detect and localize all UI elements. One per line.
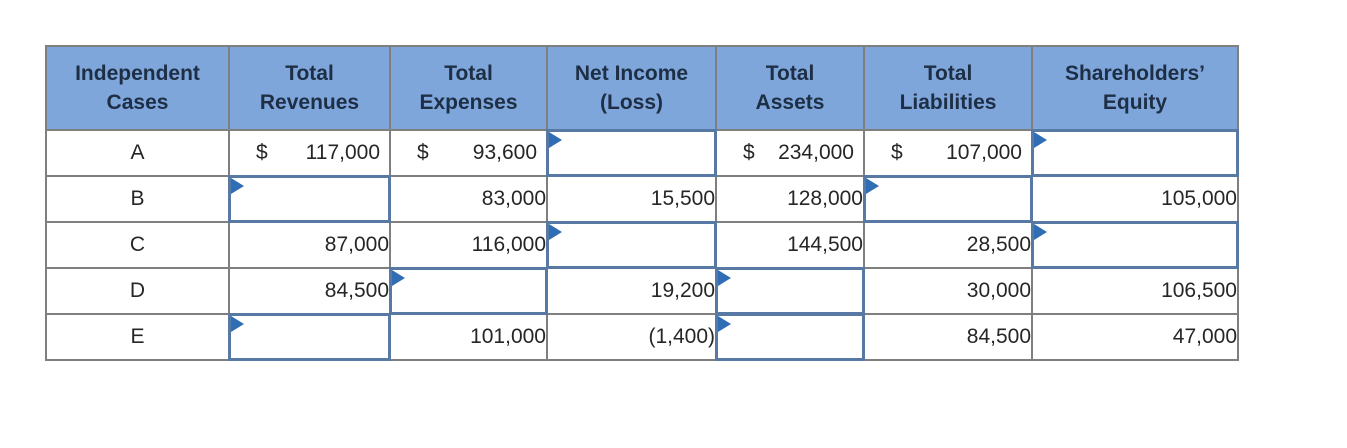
header-line: Revenues	[259, 91, 360, 114]
case-label: A	[45, 129, 230, 177]
cell-liabilities-e: 84,500	[863, 313, 1033, 361]
answer-flag-icon	[718, 316, 731, 332]
table-row-case-b: B 83,000 15,500 128,000 105,000	[45, 175, 1239, 223]
cell-assets-b: 128,000	[715, 175, 865, 223]
cell-value: 107,000	[946, 141, 1022, 164]
case-label: E	[45, 313, 230, 361]
cell-revenues-c: 87,000	[228, 221, 391, 269]
header-line: (Loss)	[600, 91, 663, 114]
dollar-sign: $	[743, 141, 755, 164]
answer-flag-icon	[231, 178, 244, 194]
cell-assets-c: 144,500	[715, 221, 865, 269]
cell-equity-e: 47,000	[1031, 313, 1239, 361]
cell-assets-e	[715, 313, 865, 361]
input-net-income-a[interactable]	[546, 129, 717, 177]
input-revenues-e[interactable]	[228, 313, 391, 361]
input-assets-d[interactable]	[715, 267, 865, 315]
input-assets-e[interactable]	[715, 313, 865, 361]
header-line: Equity	[1102, 91, 1168, 114]
input-equity-c[interactable]	[1031, 221, 1239, 269]
independent-cases-table: Independent Cases Total Revenues Total E…	[45, 45, 1239, 361]
col-header-total-expenses: Total Expenses	[389, 45, 548, 131]
answer-flag-icon	[392, 270, 405, 286]
cell-expenses-d	[389, 267, 548, 315]
answer-flag-icon	[549, 224, 562, 240]
dollar-sign: $	[891, 141, 903, 164]
cell-equity-c	[1031, 221, 1239, 269]
cell-revenues-d: 84,500	[228, 267, 391, 315]
cell-assets-a: $ 234,000	[715, 129, 865, 177]
header-line: Expenses	[419, 91, 518, 114]
case-label: D	[45, 267, 230, 315]
header-line: Assets	[755, 91, 825, 114]
case-label: B	[45, 175, 230, 223]
cell-net-income-a	[546, 129, 717, 177]
table-row-case-e: E 101,000 (1,400) 84,500 47,000	[45, 313, 1239, 361]
cell-liabilities-a: $ 107,000	[863, 129, 1033, 177]
header-line: Shareholders’	[1064, 62, 1206, 85]
col-header-total-assets: Total Assets	[715, 45, 865, 131]
header-line: Independent	[75, 62, 200, 85]
cell-expenses-e: 101,000	[389, 313, 548, 361]
header-line: Net Income	[574, 62, 689, 85]
header-line: Liabilities	[899, 91, 997, 114]
header-row: Independent Cases Total Revenues Total E…	[45, 45, 1239, 131]
cell-value: 234,000	[778, 141, 854, 164]
input-expenses-d[interactable]	[389, 267, 548, 315]
cell-expenses-b: 83,000	[389, 175, 548, 223]
cell-liabilities-d: 30,000	[863, 267, 1033, 315]
cell-net-income-b: 15,500	[546, 175, 717, 223]
dollar-sign: $	[417, 141, 429, 164]
cell-value: 117,000	[305, 141, 380, 164]
input-revenues-b[interactable]	[228, 175, 391, 223]
cell-equity-b: 105,000	[1031, 175, 1239, 223]
cell-value: 93,600	[472, 141, 537, 164]
answer-flag-icon	[1034, 132, 1047, 148]
header-line: Cases	[106, 91, 169, 114]
header-line: Total	[765, 62, 815, 85]
cell-revenues-a: $ 117,000	[228, 129, 391, 177]
cell-assets-d	[715, 267, 865, 315]
input-equity-a[interactable]	[1031, 129, 1239, 177]
input-liabilities-b[interactable]	[863, 175, 1033, 223]
table-row-case-c: C 87,000 116,000 144,500 28,500	[45, 221, 1239, 269]
table-row-case-d: D 84,500 19,200 30,000 106,500	[45, 267, 1239, 315]
header-line: Total	[923, 62, 973, 85]
table-row-case-a: A $ 117,000 $ 93,600	[45, 129, 1239, 177]
answer-flag-icon	[1034, 224, 1047, 240]
col-header-shareholders-equity: Shareholders’ Equity	[1031, 45, 1239, 131]
answer-flag-icon	[866, 178, 879, 194]
cell-liabilities-b	[863, 175, 1033, 223]
header-line: Total	[444, 62, 493, 85]
dollar-sign: $	[256, 141, 268, 164]
cell-net-income-d: 19,200	[546, 267, 717, 315]
col-header-total-revenues: Total Revenues	[228, 45, 391, 131]
cell-expenses-c: 116,000	[389, 221, 548, 269]
case-label: C	[45, 221, 230, 269]
col-header-independent-cases: Independent Cases	[45, 45, 230, 131]
col-header-total-liabilities: Total Liabilities	[863, 45, 1033, 131]
cell-revenues-e	[228, 313, 391, 361]
answer-flag-icon	[718, 270, 731, 286]
cell-revenues-b	[228, 175, 391, 223]
cell-equity-d: 106,500	[1031, 267, 1239, 315]
answer-flag-icon	[231, 316, 244, 332]
cell-net-income-e: (1,400)	[546, 313, 717, 361]
header-line: Total	[285, 62, 334, 85]
cell-net-income-c	[546, 221, 717, 269]
cell-liabilities-c: 28,500	[863, 221, 1033, 269]
cell-expenses-a: $ 93,600	[389, 129, 548, 177]
cell-equity-a	[1031, 129, 1239, 177]
answer-flag-icon	[549, 132, 562, 148]
input-net-income-c[interactable]	[546, 221, 717, 269]
col-header-net-income-loss: Net Income (Loss)	[546, 45, 717, 131]
